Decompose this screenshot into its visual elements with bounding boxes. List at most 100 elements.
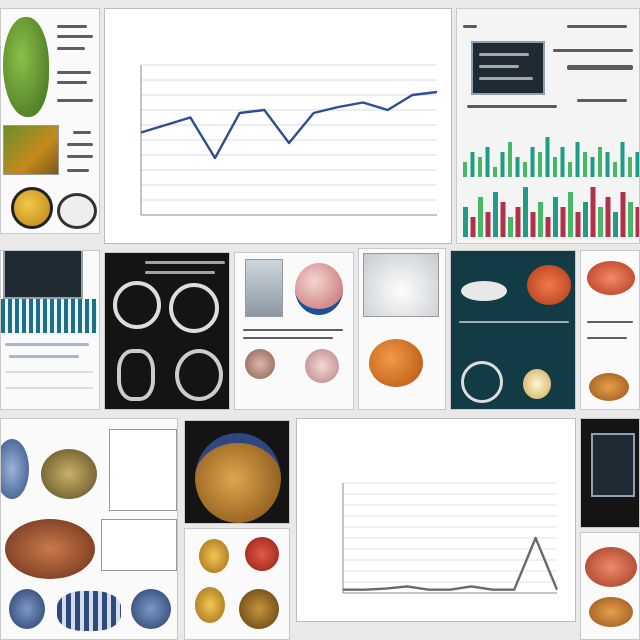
red-shell-illustration	[245, 537, 279, 571]
bar	[613, 162, 617, 177]
teal-equalizer	[1, 299, 97, 333]
cell-illustration-2	[305, 349, 339, 383]
blue-mussel-illustration-2	[131, 589, 171, 629]
bar	[628, 202, 633, 237]
bar	[590, 187, 596, 237]
striped-shell-illustration	[57, 591, 121, 631]
bar	[530, 212, 536, 237]
dark-anatomy-sheet	[104, 252, 230, 410]
bar	[583, 152, 587, 177]
bar	[568, 162, 572, 177]
brown-shell-illustration	[239, 589, 279, 629]
bar	[470, 152, 475, 177]
specimen-frame	[109, 429, 177, 511]
bar	[598, 207, 603, 237]
mollusc-sheet	[0, 418, 178, 640]
specimen-photos-sheet	[234, 252, 354, 410]
bar	[508, 217, 513, 237]
bar	[485, 212, 491, 237]
bar	[478, 197, 483, 237]
bar	[500, 152, 505, 177]
monitor-bar-panel	[456, 8, 640, 244]
texture-swatch	[3, 125, 59, 175]
bar	[493, 192, 498, 237]
bar	[560, 207, 566, 237]
bar	[620, 142, 625, 177]
line-chart-2	[342, 482, 559, 594]
bar	[538, 152, 542, 177]
crab-sheet-bottom-right	[580, 532, 640, 640]
line-chart-panel-2	[296, 418, 576, 622]
bar	[485, 147, 490, 177]
shell-outline-illustration	[57, 193, 97, 229]
red-crab-illustration	[527, 265, 571, 305]
bar	[463, 207, 468, 237]
egg-illustration	[523, 369, 551, 399]
leaf-illustration	[3, 17, 49, 117]
amber-specimen-photo	[184, 420, 290, 524]
pink-organ-illustration	[295, 263, 343, 315]
bar	[620, 192, 626, 237]
shell-scan-image	[363, 253, 439, 317]
dark-monitor-sheet	[580, 418, 640, 528]
bar	[605, 152, 610, 177]
amber-organ-illustration-2	[589, 597, 633, 627]
bar-chart	[463, 137, 639, 237]
bar	[628, 157, 632, 177]
bar	[613, 212, 618, 237]
plot-frame	[101, 519, 177, 571]
bar	[523, 187, 528, 237]
diagram-screen	[3, 251, 83, 299]
bar	[500, 202, 506, 237]
gold-shell-illustration	[199, 539, 229, 573]
bone-outline-illustration	[117, 349, 155, 401]
skull-outline-illustration	[113, 281, 161, 329]
bar	[575, 142, 580, 177]
blue-shell-illustration	[1, 439, 29, 499]
red-organ-illustration	[587, 261, 635, 295]
bar	[478, 157, 482, 177]
line-chart	[140, 64, 438, 216]
orange-shell-illustration	[369, 339, 423, 387]
bar	[523, 162, 527, 177]
line-chart-panel	[104, 8, 452, 244]
bar	[635, 207, 639, 237]
jar-photo	[245, 259, 283, 317]
spiral-shell-illustration	[461, 361, 503, 403]
bar	[605, 197, 611, 237]
bar	[515, 207, 521, 237]
white-fish-illustration	[461, 281, 507, 301]
cell-illustration	[245, 349, 275, 379]
bar	[538, 202, 543, 237]
bar	[463, 162, 467, 177]
bar	[545, 137, 550, 177]
bar	[470, 217, 476, 237]
gold-shell-illustration-2	[195, 587, 225, 623]
bar	[598, 147, 602, 177]
specimen-sheet-top-left	[0, 8, 100, 234]
bar	[545, 217, 551, 237]
bar	[575, 212, 581, 237]
monitor-screen	[471, 41, 545, 95]
olive-snail-illustration	[41, 449, 97, 499]
bar	[590, 157, 595, 177]
blue-mussel-illustration	[9, 589, 45, 629]
bar	[583, 202, 588, 237]
small-specimens-sheet	[184, 528, 290, 640]
bar	[515, 157, 520, 177]
teal-creature-sheet	[450, 250, 576, 410]
bar	[493, 167, 497, 177]
amber-organ-illustration	[589, 373, 629, 401]
bar	[635, 152, 639, 177]
organ-sheet-right	[580, 250, 640, 410]
yellow-sphere-illustration	[11, 187, 53, 229]
bar	[530, 147, 535, 177]
small-monitor-screen	[591, 433, 635, 497]
bar	[553, 197, 558, 237]
red-crab-illustration-2	[585, 547, 637, 587]
bar	[553, 157, 557, 177]
teal-diagram-panel	[0, 250, 100, 410]
shell-diagram-sheet	[358, 248, 446, 410]
amber-specimen-illustration	[195, 433, 281, 523]
bar	[568, 192, 573, 237]
